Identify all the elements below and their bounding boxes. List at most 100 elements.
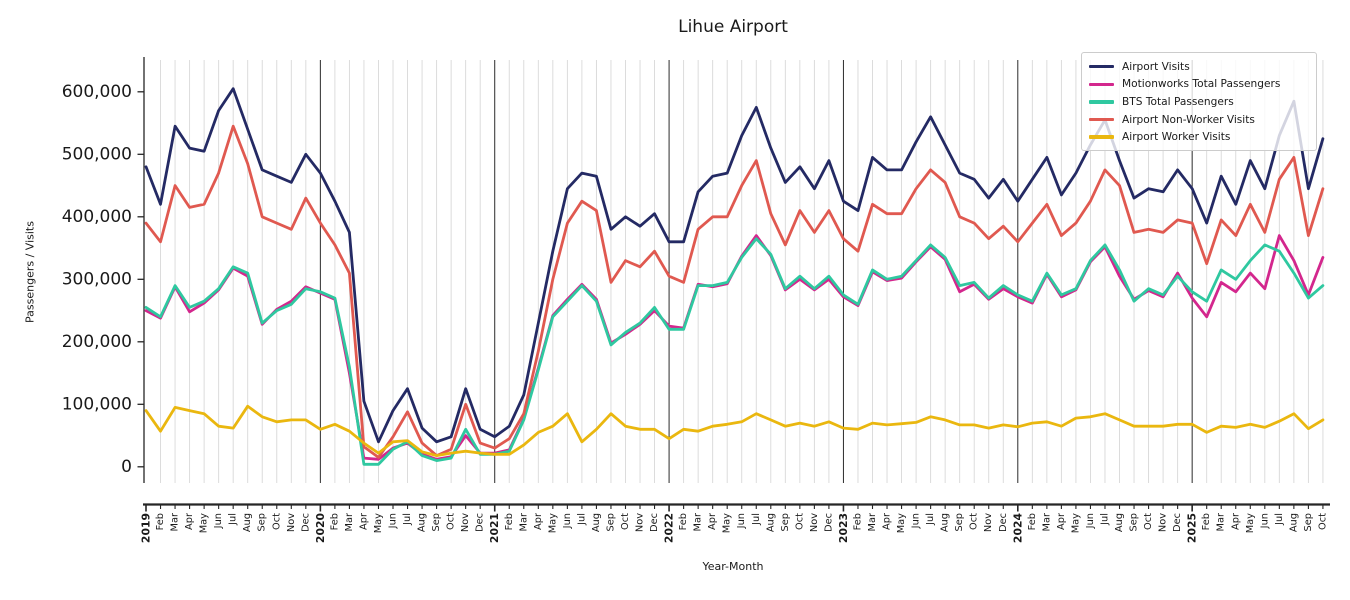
x-tick-label: Jun bbox=[388, 513, 399, 529]
y-tick-label: 600,000 bbox=[62, 82, 132, 102]
legend-entry: Airport Non-Worker Visits bbox=[1089, 111, 1309, 129]
x-tick-label: Feb bbox=[678, 513, 689, 530]
x-tick-label: Mar bbox=[518, 512, 529, 531]
series-line-airport-non-worker-visits bbox=[144, 124, 1325, 459]
legend-entry: BTS Total Passengers bbox=[1089, 93, 1309, 111]
x-tick-label: Jul bbox=[576, 513, 587, 526]
x-tick-label: Aug bbox=[1114, 513, 1125, 532]
legend-line-swatch bbox=[1089, 82, 1114, 87]
x-tick-label: May bbox=[1245, 513, 1256, 533]
y-tick-label: 200,000 bbox=[62, 332, 132, 352]
x-tick-label: Sep bbox=[954, 513, 965, 531]
x-tick-label: May bbox=[199, 513, 210, 533]
x-tick-label: Apr bbox=[1230, 512, 1241, 530]
legend-label: Airport Worker Visits bbox=[1122, 131, 1231, 144]
x-tick-label: Apr bbox=[1056, 512, 1067, 530]
x-tick-label: 2025 bbox=[1186, 513, 1199, 543]
x-tick-label: Mar bbox=[1041, 512, 1052, 531]
legend-line-swatch bbox=[1089, 117, 1114, 122]
x-tick-label: Oct bbox=[794, 513, 805, 530]
x-tick-label: Aug bbox=[417, 513, 428, 532]
legend-entry: Airport Worker Visits bbox=[1089, 128, 1309, 146]
x-tick-label: Oct bbox=[271, 513, 282, 530]
x-tick-label: Sep bbox=[431, 513, 442, 531]
x-tick-label: Nov bbox=[809, 513, 820, 532]
legend-label: Motionworks Total Passengers bbox=[1122, 78, 1281, 91]
x-tick-label: 2024 bbox=[1011, 513, 1024, 544]
x-tick-label: Aug bbox=[940, 513, 951, 532]
legend-line-swatch bbox=[1089, 65, 1114, 69]
legend-entry: Airport Visits bbox=[1089, 58, 1309, 76]
x-tick-label: Jul bbox=[751, 513, 762, 526]
legend-label: Airport Non-Worker Visits bbox=[1122, 113, 1255, 126]
x-tick-label: Jul bbox=[402, 513, 413, 526]
x-tick-label: Sep bbox=[605, 513, 616, 531]
legend-entry: Motionworks Total Passengers bbox=[1089, 76, 1309, 94]
x-tick-label: Jun bbox=[911, 513, 922, 529]
x-tick-label: Jul bbox=[228, 513, 239, 526]
x-tick-label: Feb bbox=[1201, 513, 1212, 530]
y-tick-label: 400,000 bbox=[62, 207, 132, 227]
y-tick-label: 100,000 bbox=[62, 394, 132, 414]
x-tick-label: Aug bbox=[591, 513, 602, 532]
x-tick-label: Nov bbox=[983, 513, 994, 532]
x-tick-label: Mar bbox=[693, 512, 704, 531]
x-tick-label: May bbox=[896, 513, 907, 533]
x-tick-label: Oct bbox=[1143, 513, 1154, 530]
x-tick-label: Mar bbox=[170, 512, 181, 531]
y-tick-label: 300,000 bbox=[62, 269, 132, 289]
x-tick-label: Feb bbox=[1027, 513, 1038, 530]
x-tick-label: May bbox=[722, 513, 733, 533]
x-tick-label: 2019 bbox=[140, 513, 153, 543]
x-tick-label: 2021 bbox=[488, 513, 501, 543]
x-tick-label: Apr bbox=[882, 512, 893, 530]
x-tick-label: Jul bbox=[925, 513, 936, 526]
x-tick-label: Oct bbox=[969, 513, 980, 530]
x-tick-label: Apr bbox=[358, 512, 369, 530]
x-tick-label: 2022 bbox=[663, 513, 676, 543]
x-tick-label: 2020 bbox=[314, 513, 327, 543]
x-tick-label: Jun bbox=[562, 513, 573, 529]
x-tick-label: Aug bbox=[1288, 513, 1299, 532]
chart-title: Lihue Airport bbox=[678, 17, 788, 37]
x-tick-label: Dec bbox=[300, 513, 311, 532]
x-tick-label: Nov bbox=[1158, 513, 1169, 532]
legend-line-swatch bbox=[1089, 135, 1114, 139]
x-tick-label: Jun bbox=[1085, 513, 1096, 529]
x-tick-label: Oct bbox=[1317, 513, 1328, 530]
x-tick-label: Nov bbox=[460, 513, 471, 532]
x-tick-label: Jul bbox=[1099, 513, 1110, 526]
x-tick-label: Feb bbox=[155, 513, 166, 530]
x-tick-label: Apr bbox=[533, 512, 544, 530]
y-axis-label: Passengers / Visits bbox=[23, 221, 37, 323]
x-tick-label: Jul bbox=[1274, 513, 1285, 526]
x-axis-label: Year-Month bbox=[702, 560, 764, 573]
legend-line-swatch bbox=[1089, 100, 1114, 104]
series-line-airport-visits bbox=[144, 87, 1325, 444]
x-tick-label: Jun bbox=[736, 513, 747, 529]
x-tick-label: Nov bbox=[635, 513, 646, 532]
x-tick-label: Oct bbox=[446, 513, 457, 530]
x-tick-label: Feb bbox=[504, 513, 515, 530]
x-tick-label: Mar bbox=[1216, 512, 1227, 531]
x-tick-label: May bbox=[1070, 513, 1081, 533]
x-tick-label: Oct bbox=[620, 513, 631, 530]
y-tick-label: 500,000 bbox=[62, 144, 132, 164]
x-tick-label: Mar bbox=[867, 512, 878, 531]
x-tick-label: Apr bbox=[184, 512, 195, 530]
x-tick-label: Dec bbox=[823, 513, 834, 532]
x-tick-label: Sep bbox=[780, 513, 791, 531]
x-tick-label: Sep bbox=[1303, 513, 1314, 531]
x-tick-label: Feb bbox=[852, 513, 863, 530]
series-line-bts-total-passengers bbox=[144, 237, 1325, 466]
x-tick-label: 2023 bbox=[837, 513, 850, 543]
x-tick-label: May bbox=[373, 513, 384, 533]
x-tick-label: Aug bbox=[765, 513, 776, 532]
y-tick-label: 0 bbox=[121, 457, 132, 477]
x-tick-label: May bbox=[547, 513, 558, 533]
x-tick-label: Feb bbox=[329, 513, 340, 530]
x-tick-label: Dec bbox=[475, 513, 486, 532]
series-line-airport-worker-visits bbox=[144, 404, 1325, 458]
